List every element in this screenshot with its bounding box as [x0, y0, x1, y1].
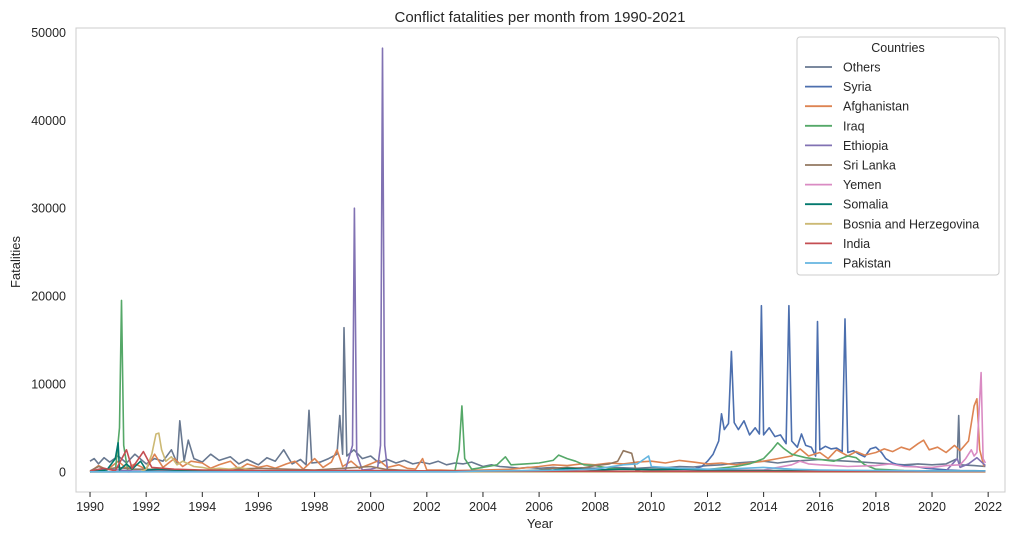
y-tick-label: 50000 — [31, 26, 66, 40]
legend-label: Syria — [843, 80, 872, 94]
series-line-india — [89, 449, 986, 473]
series-line-bosnia-and-herzegovina — [90, 432, 986, 473]
legend-label: Iraq — [843, 119, 865, 133]
series-line-pakistan — [90, 455, 986, 473]
x-tick-label: 2022 — [974, 500, 1002, 514]
x-tick-label: 2010 — [637, 500, 665, 514]
legend-label: Ethiopia — [843, 139, 888, 153]
x-tick-label: 2006 — [525, 500, 553, 514]
series-line-afghanistan — [89, 398, 985, 473]
x-tick-label: 2004 — [469, 500, 497, 514]
x-tick-label: 1998 — [301, 500, 329, 514]
series-line-syria — [684, 304, 986, 472]
x-tick-label: 2014 — [750, 500, 778, 514]
x-tick-label: 1992 — [132, 500, 160, 514]
legend-label: Bosnia and Herzegovina — [843, 217, 979, 231]
y-tick-label: 30000 — [31, 202, 66, 216]
legend-label: Afghanistan — [843, 100, 909, 114]
x-tick-label: 2020 — [918, 500, 946, 514]
legend-label: Others — [843, 61, 881, 75]
legend-label: Pakistan — [843, 257, 891, 271]
x-tick-label: 1994 — [188, 500, 216, 514]
series-lines — [89, 47, 987, 473]
x-tick-label: 1990 — [76, 500, 104, 514]
x-tick-label: 2002 — [413, 500, 441, 514]
y-axis-label: Fatalities — [8, 235, 23, 288]
y-tick-label: 40000 — [31, 114, 66, 128]
legend-frame — [796, 36, 1000, 276]
x-tick-label: 2012 — [694, 500, 722, 514]
legend-label: India — [843, 237, 870, 251]
legend-title: Countries — [871, 41, 925, 55]
y-axis: 0 10000 20000 30000 40000 50000 — [31, 26, 66, 479]
x-tick-label: 2008 — [581, 500, 609, 514]
chart-title: Conflict fatalities per month from 1990-… — [395, 9, 686, 26]
x-tick-label: 1996 — [245, 500, 273, 514]
y-tick-label: 0 — [59, 465, 66, 479]
legend-label: Somalia — [843, 198, 888, 212]
legend-label: Sri Lanka — [843, 159, 896, 173]
legend: Countries Others Syria Afghanistan Iraq Ethi… — [796, 36, 1000, 276]
y-tick-label: 10000 — [31, 377, 66, 391]
legend-label: Yemen — [843, 178, 882, 192]
x-tick-label: 2000 — [357, 500, 385, 514]
x-tick-label: 2018 — [862, 500, 890, 514]
x-axis-label: Year — [527, 516, 554, 531]
x-axis: 1990 1992 1994 1996 1998 2000 2002 2004 2006 2008… — [76, 492, 1002, 514]
x-tick-label: 2016 — [806, 500, 834, 514]
y-tick-label: 20000 — [31, 290, 66, 304]
